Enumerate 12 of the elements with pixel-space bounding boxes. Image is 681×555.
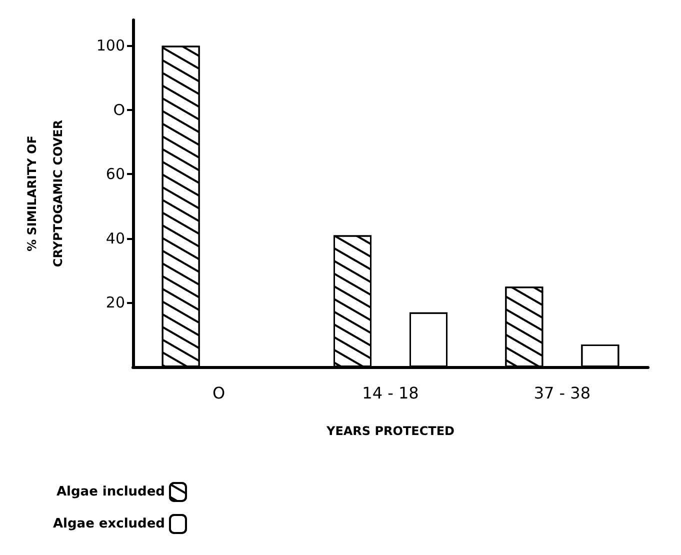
x-tick-label: 37 - 38 xyxy=(534,384,591,402)
y-axis-title: % SIMILARITY OF CRYPTOGAMIC COVER xyxy=(25,120,65,268)
y-tick-label: 60 xyxy=(106,165,125,184)
y-tick-label: 20 xyxy=(106,294,125,312)
legend-label: Algae included xyxy=(56,484,165,500)
y-tick-label: 40 xyxy=(106,229,125,248)
x-tick-label: 14 - 18 xyxy=(362,384,419,402)
x-tick-label: O xyxy=(212,384,226,402)
y-tick-label: O xyxy=(113,100,125,119)
x-axis-title: YEARS PROTECTED xyxy=(325,424,455,438)
legend-label: Algae excluded xyxy=(52,516,165,532)
y-tick-label: 100 xyxy=(96,36,125,55)
